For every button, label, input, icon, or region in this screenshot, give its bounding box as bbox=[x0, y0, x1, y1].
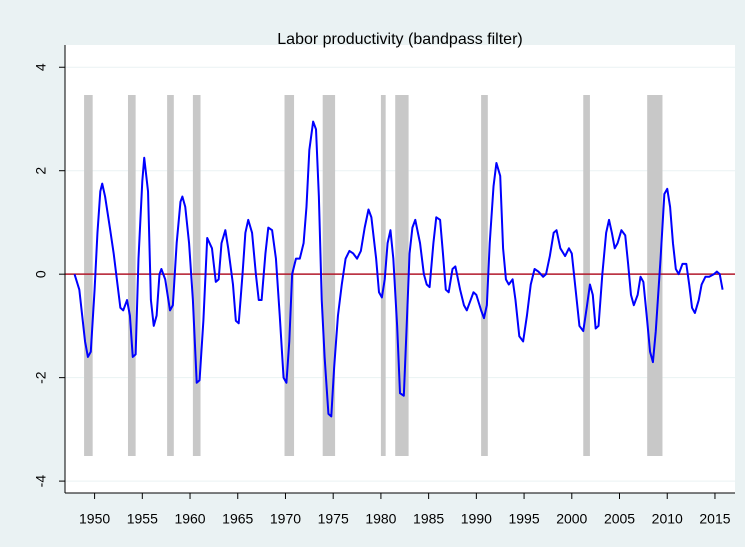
x-tick-label: 1965 bbox=[222, 511, 253, 527]
recession-band bbox=[322, 95, 336, 456]
x-tick-label: 1960 bbox=[174, 511, 205, 527]
x-tick-label: 1950 bbox=[79, 511, 110, 527]
recession-band bbox=[380, 95, 386, 456]
recession-band bbox=[284, 95, 295, 456]
x-tick-label: 1995 bbox=[508, 511, 539, 527]
y-tick-label: -4 bbox=[33, 475, 49, 488]
x-tick-label: 1970 bbox=[270, 511, 301, 527]
recession-band bbox=[583, 95, 590, 456]
y-tick-label: 0 bbox=[33, 270, 49, 278]
x-tick-label: 1975 bbox=[318, 511, 349, 527]
recession-band bbox=[167, 95, 174, 456]
y-tick-label: 2 bbox=[33, 167, 49, 175]
x-tick-label: 2015 bbox=[699, 511, 730, 527]
chart-title: Labor productivity (bandpass filter) bbox=[277, 31, 522, 48]
x-tick-label: 2000 bbox=[556, 511, 587, 527]
x-tick-label: 1955 bbox=[127, 511, 158, 527]
recession-band bbox=[127, 95, 136, 456]
y-tick-label: -2 bbox=[33, 371, 49, 384]
y-tick-label: 4 bbox=[33, 63, 49, 71]
x-tick-label: 1990 bbox=[461, 511, 492, 527]
x-tick-label: 1985 bbox=[413, 511, 444, 527]
recession-band bbox=[647, 95, 663, 456]
recession-band bbox=[395, 95, 409, 456]
recession-band bbox=[192, 95, 201, 456]
x-tick-label: 2005 bbox=[604, 511, 635, 527]
x-tick-label: 2010 bbox=[652, 511, 683, 527]
recession-band bbox=[481, 95, 488, 456]
recession-band bbox=[84, 95, 93, 456]
data-line bbox=[73, 120, 724, 418]
x-tick-label: 1980 bbox=[365, 511, 396, 527]
